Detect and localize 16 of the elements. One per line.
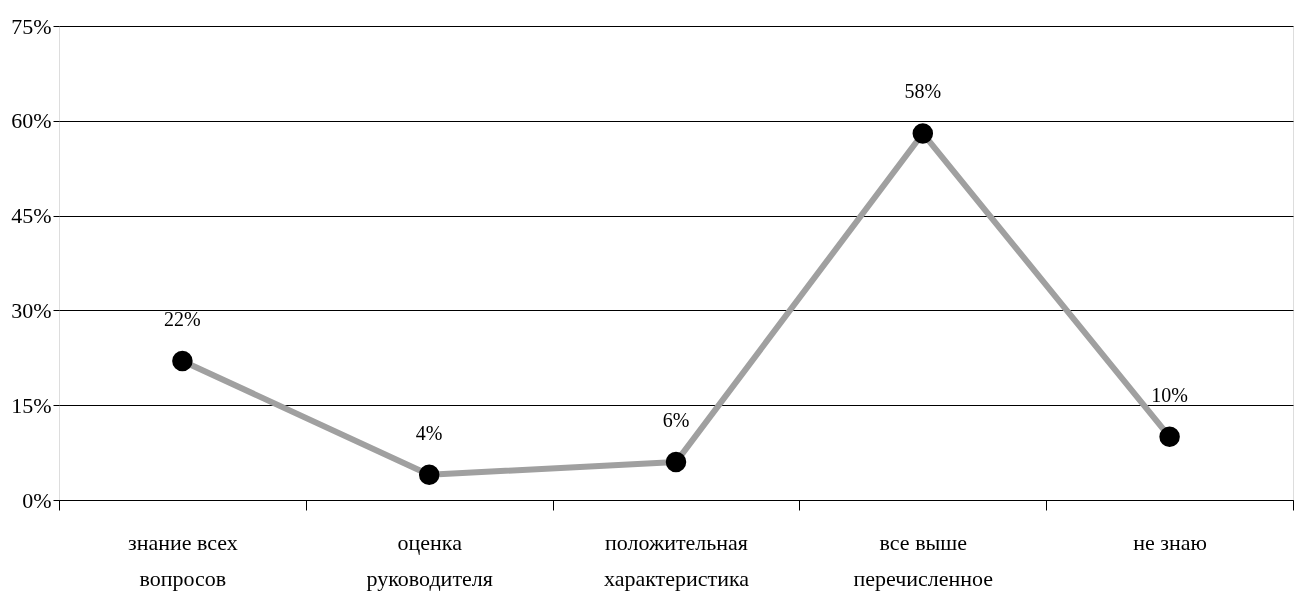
data-label: 10%: [1151, 383, 1188, 406]
data-label: 6%: [662, 409, 690, 432]
y-tick-label: 75%: [11, 13, 52, 39]
x-tick-label: положительная характеристика: [603, 529, 750, 591]
y-tick-label: 0%: [22, 487, 52, 513]
y-tick-label: 45%: [11, 203, 52, 229]
data-label: 22%: [164, 307, 201, 330]
data-label: 58%: [904, 80, 942, 103]
x-tick-label: оценка руководителя: [366, 529, 493, 591]
x-tick-label: все выше перечисленное: [853, 529, 994, 591]
x-tick-label: знание всех вопросов: [127, 529, 238, 591]
y-tick-label: 60%: [11, 108, 52, 134]
data-label: 4%: [415, 421, 443, 444]
y-tick-label: 30%: [11, 297, 52, 323]
y-tick-label: 15%: [11, 392, 52, 418]
x-tick-label: не знаю: [1133, 529, 1207, 555]
